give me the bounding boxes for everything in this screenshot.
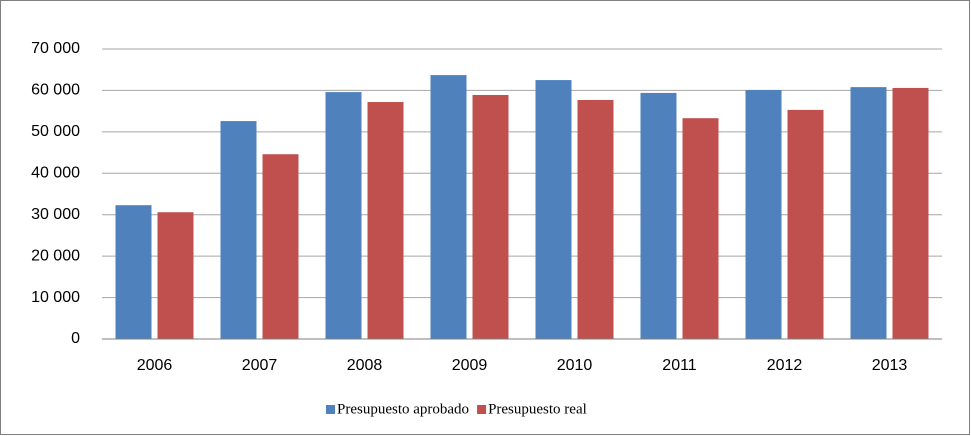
x-tick-label: 2006 [137, 357, 173, 374]
bar [325, 92, 362, 339]
y-tick-label: 70 000 [31, 40, 80, 57]
legend-swatch [477, 405, 487, 414]
bar [157, 212, 194, 339]
bar [115, 205, 152, 339]
x-tick-label: 2012 [767, 357, 803, 374]
bar [640, 92, 677, 340]
y-tick-label: 10 000 [31, 289, 80, 306]
bar [787, 109, 824, 340]
y-tick-label: 0 [71, 330, 80, 347]
bar [262, 154, 299, 339]
bar [367, 102, 404, 340]
x-tick-label: 2009 [452, 357, 488, 374]
legend-swatch [326, 405, 335, 414]
x-tick-label: 2013 [872, 357, 908, 374]
bar [472, 94, 509, 339]
bar [850, 87, 887, 339]
y-tick-label: 20 000 [31, 247, 80, 264]
y-tick-label: 50 000 [31, 123, 80, 140]
legend-label: Presupuesto real [488, 401, 587, 417]
bar [535, 80, 572, 340]
bar [577, 99, 614, 339]
legend: Presupuesto aprobado Presupuesto real [326, 401, 587, 417]
x-tick-label: 2007 [242, 357, 278, 374]
bar [430, 75, 467, 339]
bar [745, 90, 782, 339]
y-tick-label: 60 000 [31, 82, 80, 99]
bar [220, 121, 257, 339]
x-tick-label: 2011 [662, 357, 697, 374]
x-tick-label: 2008 [347, 357, 383, 374]
legend-label: Presupuesto aprobado [337, 401, 469, 417]
bar [892, 87, 929, 339]
x-tick-label: 2010 [557, 357, 593, 374]
y-tick-label: 40 000 [31, 165, 80, 182]
y-tick-label: 30 000 [31, 206, 80, 223]
bar [682, 118, 719, 339]
